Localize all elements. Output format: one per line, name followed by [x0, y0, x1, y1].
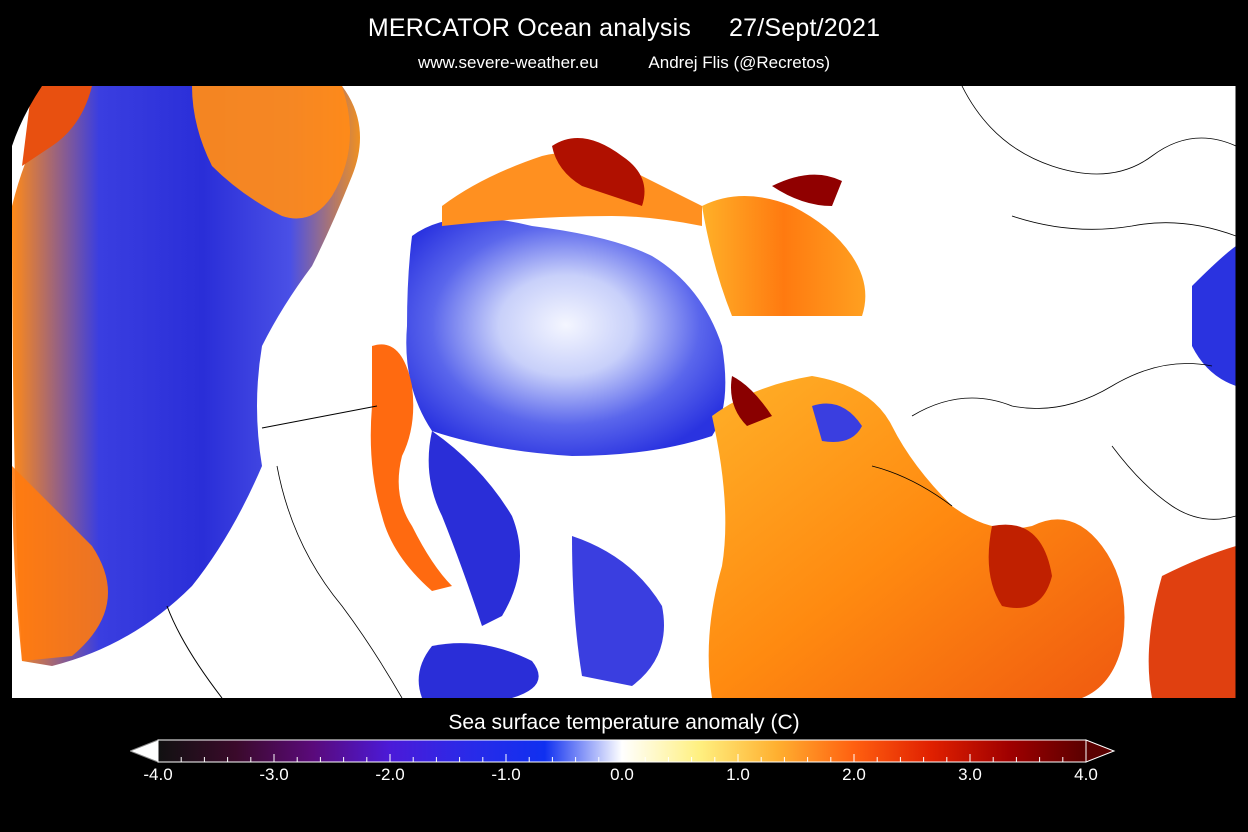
title-source: MERCATOR Ocean analysis: [367, 14, 692, 42]
colorbar-title: Sea surface temperature anomaly (C): [448, 711, 800, 734]
ocean-north-atlantic: [12, 86, 360, 666]
colorbar-tick-label: -4.0: [143, 765, 173, 784]
ocean-hot-spot-northeast: [772, 174, 842, 206]
country-borders-east: [1111, 445, 1236, 520]
ocean-warm-rim-north: [442, 152, 702, 226]
ocean-cold-patch-east: [1192, 246, 1236, 386]
colorbar-tick-label: -3.0: [259, 765, 289, 784]
colorbar-extend-high: [1085, 739, 1116, 763]
colorbar-tick-label: 1.0: [726, 765, 750, 784]
ocean-warm-southeast: [1148, 546, 1236, 698]
figure-title: MERCATOR Ocean analysis 27/Sept/2021: [0, 14, 1248, 43]
map-corner-wedge: [12, 86, 42, 146]
colorbar-extend-low: [128, 739, 159, 763]
boundary-line-3: [276, 465, 403, 698]
colorbar-tick-label: -1.0: [491, 765, 521, 784]
title-date: 27/Sept/2021: [729, 14, 881, 42]
boundary-line-1: [261, 405, 378, 429]
subtitle-author: Andrej Flis (@Recretos): [648, 53, 831, 72]
colorbar-tick-labels: -4.0 -3.0 -2.0 -1.0 0.0 1.0 2.0 3.0 4.0: [0, 765, 1248, 789]
ocean-canadian-archipelago: [428, 431, 520, 626]
map-canvas: [12, 86, 1236, 698]
subtitle-website: www.severe-weather.eu: [417, 53, 599, 72]
ocean-north-pacific: [708, 376, 1125, 698]
colorbar: [128, 737, 1120, 765]
ocean-hot-spot-sea-of-okhotsk: [988, 524, 1052, 608]
colorbar-tick-label: 4.0: [1074, 765, 1098, 784]
colorbar-tick-label: 3.0: [958, 765, 982, 784]
figure-subtitle: www.severe-weather.eu Andrej Flis (@Recre…: [0, 53, 1248, 73]
ocean-warm-southwest: [12, 466, 108, 661]
colorbar-tick-label: 0.0: [610, 765, 634, 784]
colorbar-tick-label: 2.0: [842, 765, 866, 784]
ocean-laptev-sea: [702, 196, 866, 316]
ocean-baffin-bay: [572, 536, 664, 686]
ocean-hudson-bay: [418, 643, 539, 698]
ocean-warm-northwest: [22, 86, 92, 166]
colorbar-svg: [128, 739, 1116, 763]
ocean-warm-rim-west: [370, 344, 452, 591]
country-borders-north: [961, 86, 1236, 237]
colorbar-tick-label: -2.0: [375, 765, 405, 784]
boundary-line-2: [166, 605, 223, 698]
ocean-cold-patch-pacific: [812, 403, 862, 442]
country-borders-asia: [871, 363, 1213, 507]
ocean-norwegian-sea: [192, 86, 350, 219]
sst-anomaly-map: [12, 86, 1236, 698]
ocean-central-arctic: [406, 218, 726, 456]
ocean-hot-spot-north: [552, 138, 645, 206]
colorbar-ticks: [157, 754, 1087, 762]
ocean-hot-spot-east: [731, 376, 772, 426]
